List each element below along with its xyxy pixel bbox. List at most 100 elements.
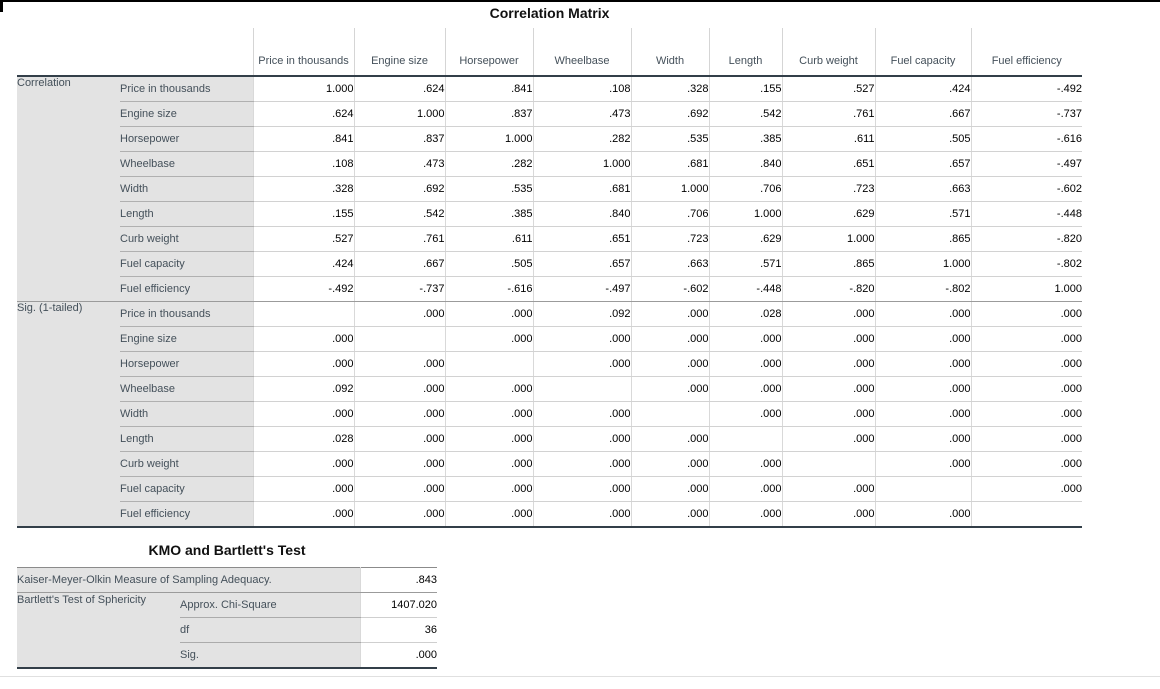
matrix-cell: .571 [708, 251, 782, 277]
matrix-cell: .000 [970, 476, 1082, 502]
matrix-cell: .527 [252, 226, 354, 252]
bartlett-row-chisquare: Bartlett's Test of Sphericity Approx. Ch… [17, 592, 437, 668]
matrix-cell: .000 [781, 351, 875, 377]
variable-label: Price in thousands [120, 76, 253, 102]
matrix-cell: .657 [532, 251, 631, 277]
matrix-cell: 1.000 [532, 151, 631, 177]
matrix-cell: .629 [781, 201, 875, 227]
matrix-cell: .000 [970, 376, 1082, 402]
matrix-cell: -.802 [874, 276, 971, 302]
bartlett-row-df: df 36 [17, 617, 437, 643]
matrix-cell: .000 [252, 326, 354, 352]
matrix-cell: .000 [444, 476, 533, 502]
matrix-cell: .028 [252, 426, 354, 452]
bartlett-test-label: Bartlett's Test of Sphericity [17, 592, 180, 668]
matrix-cell: .000 [532, 501, 631, 528]
matrix-cell: .473 [532, 101, 631, 127]
matrix-cell: .706 [708, 176, 782, 202]
matrix-cell: .692 [353, 176, 445, 202]
matrix-row: Fuel capacity .424.667.505.657.663.571.86… [17, 251, 1082, 277]
matrix-cell: .651 [532, 226, 631, 252]
bottom-separator-line [0, 676, 1160, 677]
matrix-cell [252, 301, 354, 327]
matrix-cell: .681 [630, 151, 709, 177]
matrix-cell: -.497 [970, 151, 1082, 177]
matrix-cell: .000 [444, 501, 533, 528]
matrix-row: Engine size .624 1.000.837.473.692.542.761… [17, 101, 1082, 127]
matrix-cell: .000 [630, 501, 709, 528]
matrix-cell [970, 501, 1082, 528]
matrix-cell: .424 [252, 251, 354, 277]
section-label: Sig. (1-tailed) [17, 301, 120, 527]
window-top-border [0, 0, 1160, 2]
matrix-row: Engine size .000.000.000.000.000.000.000.… [17, 326, 1082, 352]
variable-label: Curb weight [120, 451, 253, 477]
matrix-cell: .000 [630, 426, 709, 452]
matrix-cell: -.492 [970, 76, 1082, 102]
column-header: Curb weight [781, 28, 875, 77]
matrix-cell: .000 [353, 301, 445, 327]
matrix-cell: .000 [970, 326, 1082, 352]
matrix-cell [630, 401, 709, 427]
matrix-cell: .535 [630, 126, 709, 152]
matrix-cell: .108 [532, 76, 631, 102]
matrix-cell [532, 376, 631, 402]
matrix-cell: .000 [970, 451, 1082, 477]
matrix-cell: .000 [781, 326, 875, 352]
matrix-cell: .000 [708, 476, 782, 502]
matrix-cell: .761 [781, 101, 875, 127]
column-header: Wheelbase [532, 28, 631, 77]
matrix-row: Width .000.000.000.000.000.000.000.000 [17, 401, 1082, 427]
matrix-cell: .571 [874, 201, 971, 227]
matrix-cell: .667 [353, 251, 445, 277]
matrix-cell: .000 [532, 401, 631, 427]
column-header: Price in thousands [252, 28, 354, 77]
variable-label: Horsepower [120, 126, 253, 152]
chi-square-value: 1407.020 [359, 592, 437, 618]
variable-label: Price in thousands [120, 301, 253, 327]
kmo-bartlett-container: Kaiser-Meyer-Olkin Measure of Sampling A… [17, 567, 437, 669]
matrix-cell: .657 [874, 151, 971, 177]
header-corner-cell [17, 28, 253, 77]
df-value: 36 [359, 617, 437, 643]
matrix-cell: .841 [444, 76, 533, 102]
matrix-cell: .000 [252, 351, 354, 377]
matrix-cell: 1.000 [353, 101, 445, 127]
matrix-cell: .692 [630, 101, 709, 127]
variable-label: Curb weight [120, 226, 253, 252]
matrix-cell: .282 [444, 151, 533, 177]
matrix-cell: .000 [353, 451, 445, 477]
correlation-matrix-table[interactable]: Price in thousands Engine size Horsepower W… [17, 28, 1082, 528]
matrix-cell: .000 [874, 501, 971, 528]
sig-value: .000 [359, 642, 437, 669]
matrix-cell: .108 [252, 151, 354, 177]
kmo-bartlett-table[interactable]: Kaiser-Meyer-Olkin Measure of Sampling A… [17, 567, 437, 669]
matrix-cell: .000 [708, 501, 782, 528]
matrix-cell: .000 [708, 401, 782, 427]
matrix-row: Fuel efficiency -.492 -.737 -.616 -.497 -.602… [17, 276, 1082, 302]
matrix-cell: .000 [353, 426, 445, 452]
matrix-cell: .000 [444, 451, 533, 477]
matrix-cell: -.448 [970, 201, 1082, 227]
matrix-cell: .000 [532, 326, 631, 352]
matrix-cell: .000 [781, 501, 875, 528]
matrix-cell: 1.000 [970, 276, 1082, 302]
matrix-cell: .542 [708, 101, 782, 127]
matrix-cell: .837 [353, 126, 445, 152]
matrix-cell: .663 [874, 176, 971, 202]
matrix-cell: .092 [252, 376, 354, 402]
variable-label: Horsepower [120, 351, 253, 377]
matrix-cell: .000 [781, 376, 875, 402]
section-label: Correlation [17, 76, 120, 302]
matrix-cell: .527 [781, 76, 875, 102]
matrix-cell: .000 [874, 401, 971, 427]
matrix-cell [708, 426, 782, 452]
df-label: df [180, 617, 360, 643]
window-left-border [0, 0, 3, 12]
matrix-cell: .328 [630, 76, 709, 102]
matrix-cell: .000 [444, 426, 533, 452]
matrix-cell: .000 [353, 476, 445, 502]
matrix-cell: .611 [444, 226, 533, 252]
matrix-cell: -.602 [630, 276, 709, 302]
matrix-cell: .000 [781, 301, 875, 327]
